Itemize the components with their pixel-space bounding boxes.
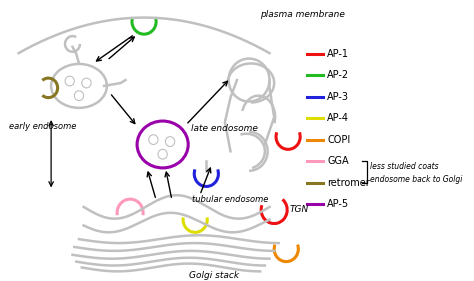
Text: AP-5: AP-5	[327, 199, 349, 209]
Text: AP-1: AP-1	[327, 49, 349, 59]
Text: retromer: retromer	[327, 178, 370, 187]
Text: early endosome: early endosome	[9, 122, 77, 131]
Text: tubular endosome: tubular endosome	[192, 195, 269, 204]
Text: AP-3: AP-3	[327, 92, 349, 102]
Text: plasma membrane: plasma membrane	[260, 10, 345, 19]
Text: Golgi stack: Golgi stack	[189, 271, 239, 280]
Text: TGN: TGN	[290, 205, 309, 214]
Text: GGA: GGA	[327, 156, 349, 166]
Text: AP-4: AP-4	[327, 113, 349, 123]
Text: COPI: COPI	[327, 135, 350, 145]
Text: AP-2: AP-2	[327, 70, 349, 80]
Ellipse shape	[51, 64, 107, 108]
Text: less studied coats: less studied coats	[370, 162, 438, 171]
Text: late endosome: late endosome	[191, 124, 257, 133]
Ellipse shape	[137, 121, 188, 168]
Text: endosome back to Golgi: endosome back to Golgi	[370, 175, 462, 184]
